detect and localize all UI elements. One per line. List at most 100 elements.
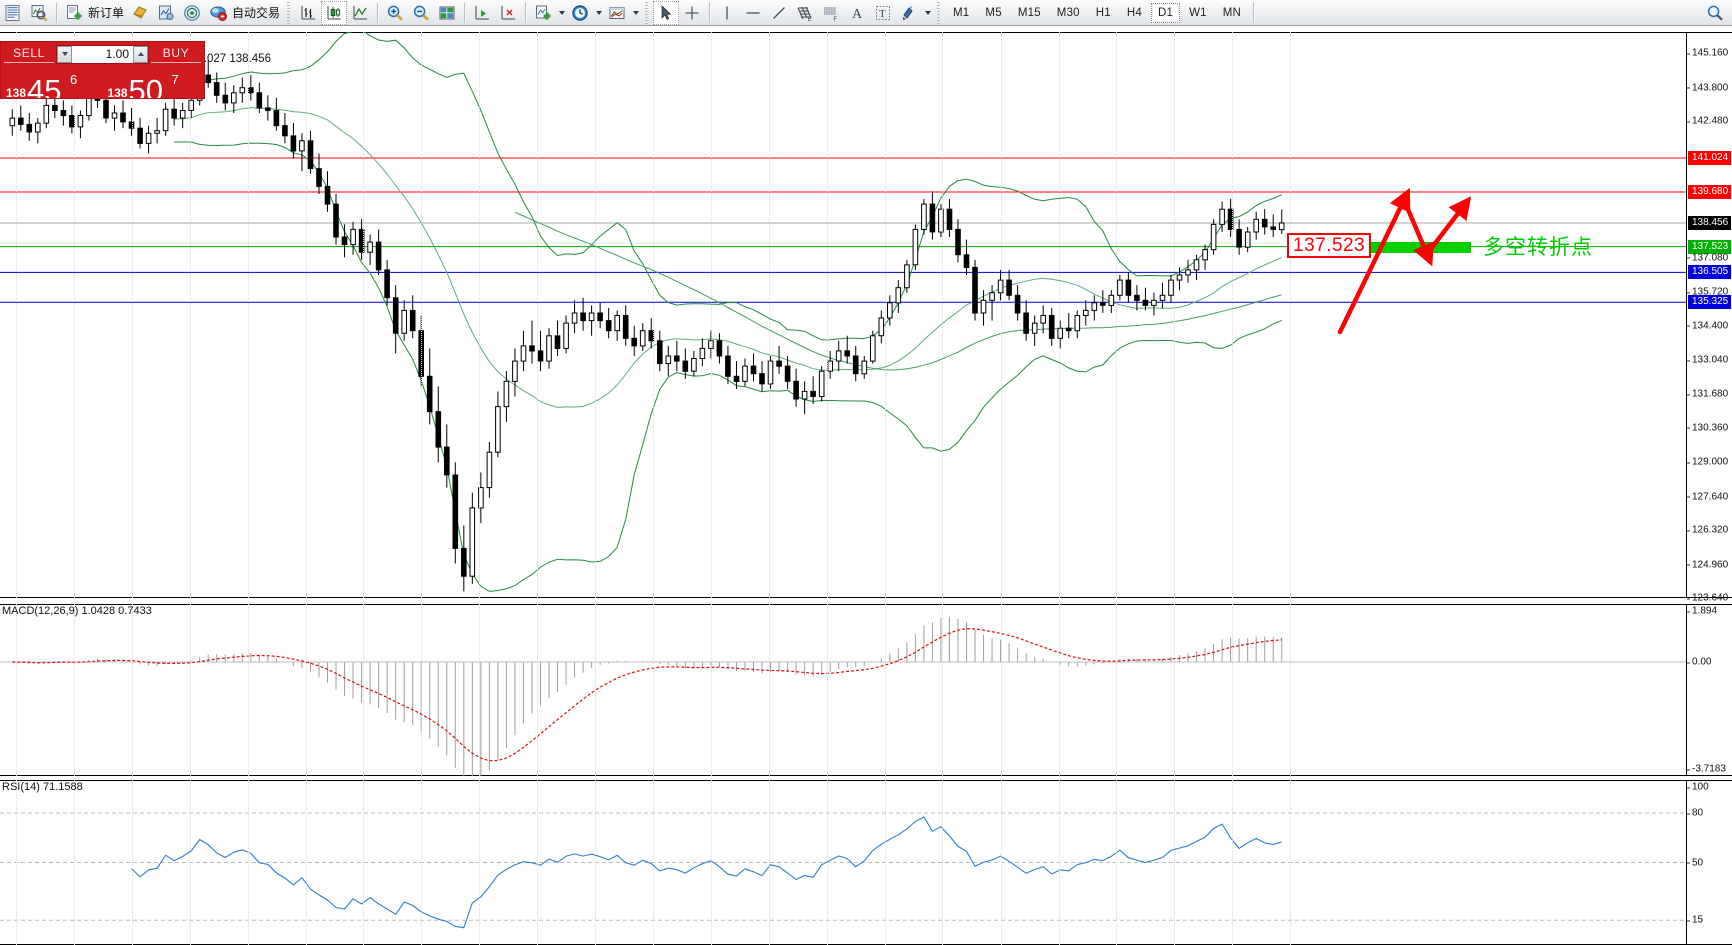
price-level-label[interactable]: 141.024 [1688,150,1732,165]
price-pane-frame [0,32,1732,598]
vertical-gridline [1116,32,1118,598]
auto-scroll-icon[interactable] [495,1,521,25]
chart-grid-icon[interactable] [434,1,460,25]
price-pane[interactable]: 145.160 143.800 142.480 141.024 139.680 138.4… [0,32,1732,604]
vertical-gridline [16,604,18,776]
timeframe-h4[interactable]: H4 [1126,6,1142,19]
vertical-gridline [710,604,712,776]
cursor-icon[interactable] [653,0,680,25]
expert-advisors-icon[interactable] [127,1,153,25]
new-order-icon[interactable] [61,1,87,25]
toolbar-divider [377,2,379,23]
one-click-trading-panel[interactable]: SELL 1.00 BUY 138 45 6 138 50 7 [0,41,205,99]
toolbar-grip[interactable] [643,1,652,24]
timeframe-w1[interactable]: W1 [1189,6,1207,19]
zoom-in-icon[interactable] [382,1,408,25]
macd-plot[interactable] [0,604,1686,776]
new-order-label[interactable]: 新订单 [88,6,125,20]
signals-icon[interactable] [179,1,205,25]
drawings-icon[interactable] [896,1,922,25]
price-level-label[interactable]: 137.523 [1688,239,1732,254]
add-indicator-icon[interactable] [530,1,556,25]
price-axis-tick: 124.960 [1687,559,1728,570]
timeframe-d1[interactable]: D1 [1151,2,1181,23]
price-axis-tick: 129.000 [1687,457,1728,468]
terminal-icon[interactable] [0,1,26,25]
toolbar-divider [56,2,57,23]
bid-price[interactable]: 138 45 6 [1,64,103,98]
volume-increase-button[interactable] [133,45,148,63]
rsi-pane[interactable]: RSI(14) 71.1588 100 80 50 15 [0,780,1732,945]
bid-price-point: 6 [70,72,78,87]
vertical-gridline [131,32,133,598]
trendline-icon[interactable] [766,1,792,25]
timeframe-m15[interactable]: M15 [1017,6,1041,19]
price-axis-tick: 127.640 [1687,491,1728,502]
vertical-gridline [1058,780,1060,945]
macd-y-axis[interactable]: 1.894 0.00 -3.7183 [1686,604,1732,776]
volume-decrease-button[interactable] [57,45,72,63]
timeframe-mn[interactable]: MN [1222,6,1242,19]
vertical-gridline [1232,32,1234,598]
chevron-down-icon[interactable] [593,2,604,24]
templates-icon[interactable] [604,1,630,25]
bid-price-prefix: 138 [6,86,27,98]
toolbar-grip[interactable] [935,1,944,24]
rsi-y-axis[interactable]: 100 80 50 15 [1686,780,1732,945]
rsi-plot[interactable] [0,780,1686,945]
pivot-annotation-text: 多空转折点 [1483,234,1593,259]
text-object-icon[interactable]: T [870,1,896,25]
volume-input[interactable]: 1.00 [72,45,133,63]
crosshair-icon[interactable] [679,1,705,25]
price-level-label[interactable]: 135.325 [1688,295,1732,310]
vertical-gridline [1000,604,1002,776]
price-y-axis[interactable]: 145.160 143.800 142.480 141.024 139.680 138.4… [1686,32,1732,604]
rsi-series [0,812,1686,929]
vertical-gridline [827,780,829,945]
line-chart-icon[interactable] [347,1,373,25]
timeframe-m30[interactable]: M30 [1056,6,1080,19]
price-candles [0,32,1686,592]
vertical-line-icon[interactable] [714,1,740,25]
period-icon[interactable] [567,1,593,25]
autotrading-icon[interactable] [205,1,231,25]
fibonacci-icon[interactable]: E [792,1,818,25]
volume-stepper[interactable]: 1.00 [56,44,149,64]
buy-button[interactable]: BUY [151,45,201,63]
toolbar-grip[interactable] [285,1,294,24]
chevron-down-icon[interactable] [556,2,567,24]
vertical-gridline [1058,32,1060,598]
vertical-gridline [363,32,365,598]
pivot-price-label[interactable]: 137.523 [1287,232,1372,258]
timeframe-m1[interactable]: M1 [953,6,970,19]
price-level-label[interactable]: 136.505 [1688,265,1732,280]
price-plot[interactable] [0,32,1686,598]
sell-button[interactable]: SELL [4,45,54,63]
horizontal-line-icon[interactable] [740,1,766,25]
chevron-down-icon[interactable] [922,2,933,24]
ask-price-main: 50 [128,73,163,98]
vertical-gridline [189,780,191,945]
chevron-down-icon[interactable] [630,2,641,24]
autotrading-label[interactable]: 自动交易 [232,6,281,20]
search-icon[interactable] [1702,1,1728,25]
vertical-gridline [1116,780,1118,945]
ask-price[interactable]: 138 50 7 [103,64,205,98]
candlestick-chart-icon[interactable] [321,0,348,25]
macd-pane[interactable]: MACD(12,26,9) 1.0428 0.7433 1.894 0.00 -3.… [0,604,1732,776]
toolbar-divider [464,2,466,23]
market-watch-icon[interactable] [26,1,52,25]
vertical-gridline [1290,604,1292,776]
price-level-label[interactable]: 139.680 [1688,184,1732,199]
chart-area[interactable]: ◢GBPJPY-,Daily 138.194 138.990 138.027 1… [0,26,1732,945]
svg-text:T: T [879,8,886,20]
channel-icon[interactable]: F [818,1,844,25]
timeframe-m5[interactable]: M5 [985,6,1002,19]
bar-chart-icon[interactable] [295,1,321,25]
timeframe-h1[interactable]: H1 [1095,6,1111,19]
price-level-label[interactable]: 138.456 [1688,215,1732,230]
text-label-icon[interactable]: A [844,1,870,25]
chart-shift-icon[interactable] [469,1,495,25]
data-window-icon[interactable] [153,1,179,25]
zoom-out-icon[interactable] [408,1,434,25]
